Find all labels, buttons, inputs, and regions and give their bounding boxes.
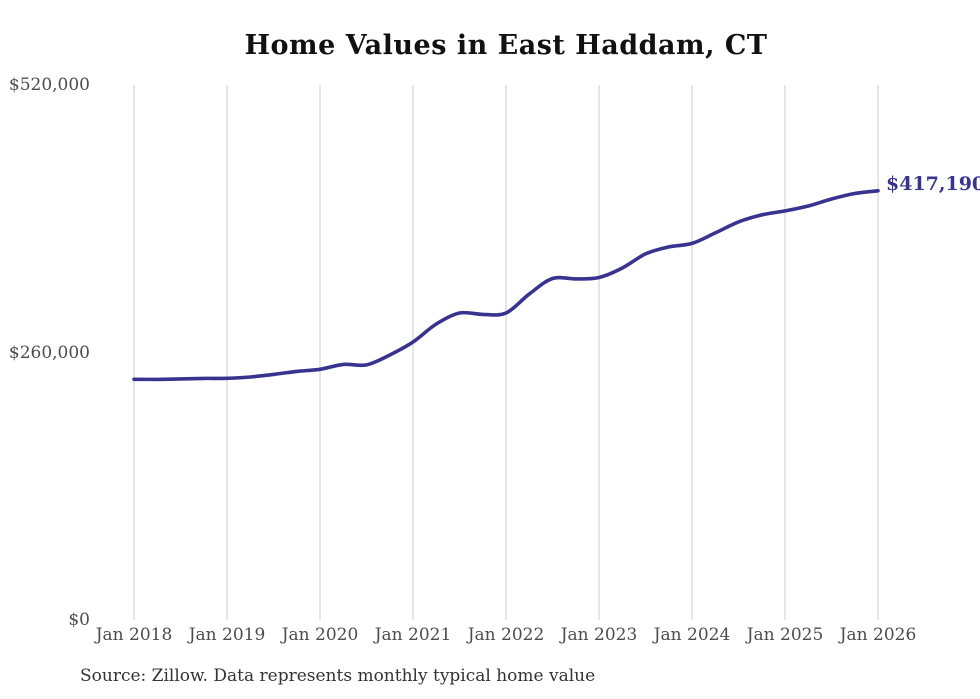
x-axis-tick-label: Jan 2025 — [746, 625, 824, 645]
x-axis-tick-label: Jan 2023 — [560, 625, 638, 645]
gridlines — [133, 85, 879, 620]
x-axis-tick-label: Jan 2022 — [467, 625, 545, 645]
x-axis-tick-label: Jan 2019 — [188, 625, 266, 645]
x-axis-tick-label: Jan 2018 — [95, 625, 173, 645]
x-axis-tick-label: Jan 2026 — [839, 625, 917, 645]
y-axis-tick-label: $260,000 — [8, 343, 90, 363]
x-axis-tick-label: Jan 2024 — [653, 625, 731, 645]
x-axis-tick-label: Jan 2021 — [374, 625, 452, 645]
y-axis-tick-label: $520,000 — [8, 75, 90, 95]
value-line — [132, 189, 880, 382]
source-note: Source: Zillow. Data represents monthly … — [80, 666, 596, 686]
y-axis-tick-label: $0 — [68, 610, 90, 630]
chart-title: Home Values in East Haddam, CT — [244, 30, 768, 61]
end-value-label: $417,190 — [886, 173, 980, 195]
x-axis-tick-label: Jan 2020 — [281, 625, 359, 645]
